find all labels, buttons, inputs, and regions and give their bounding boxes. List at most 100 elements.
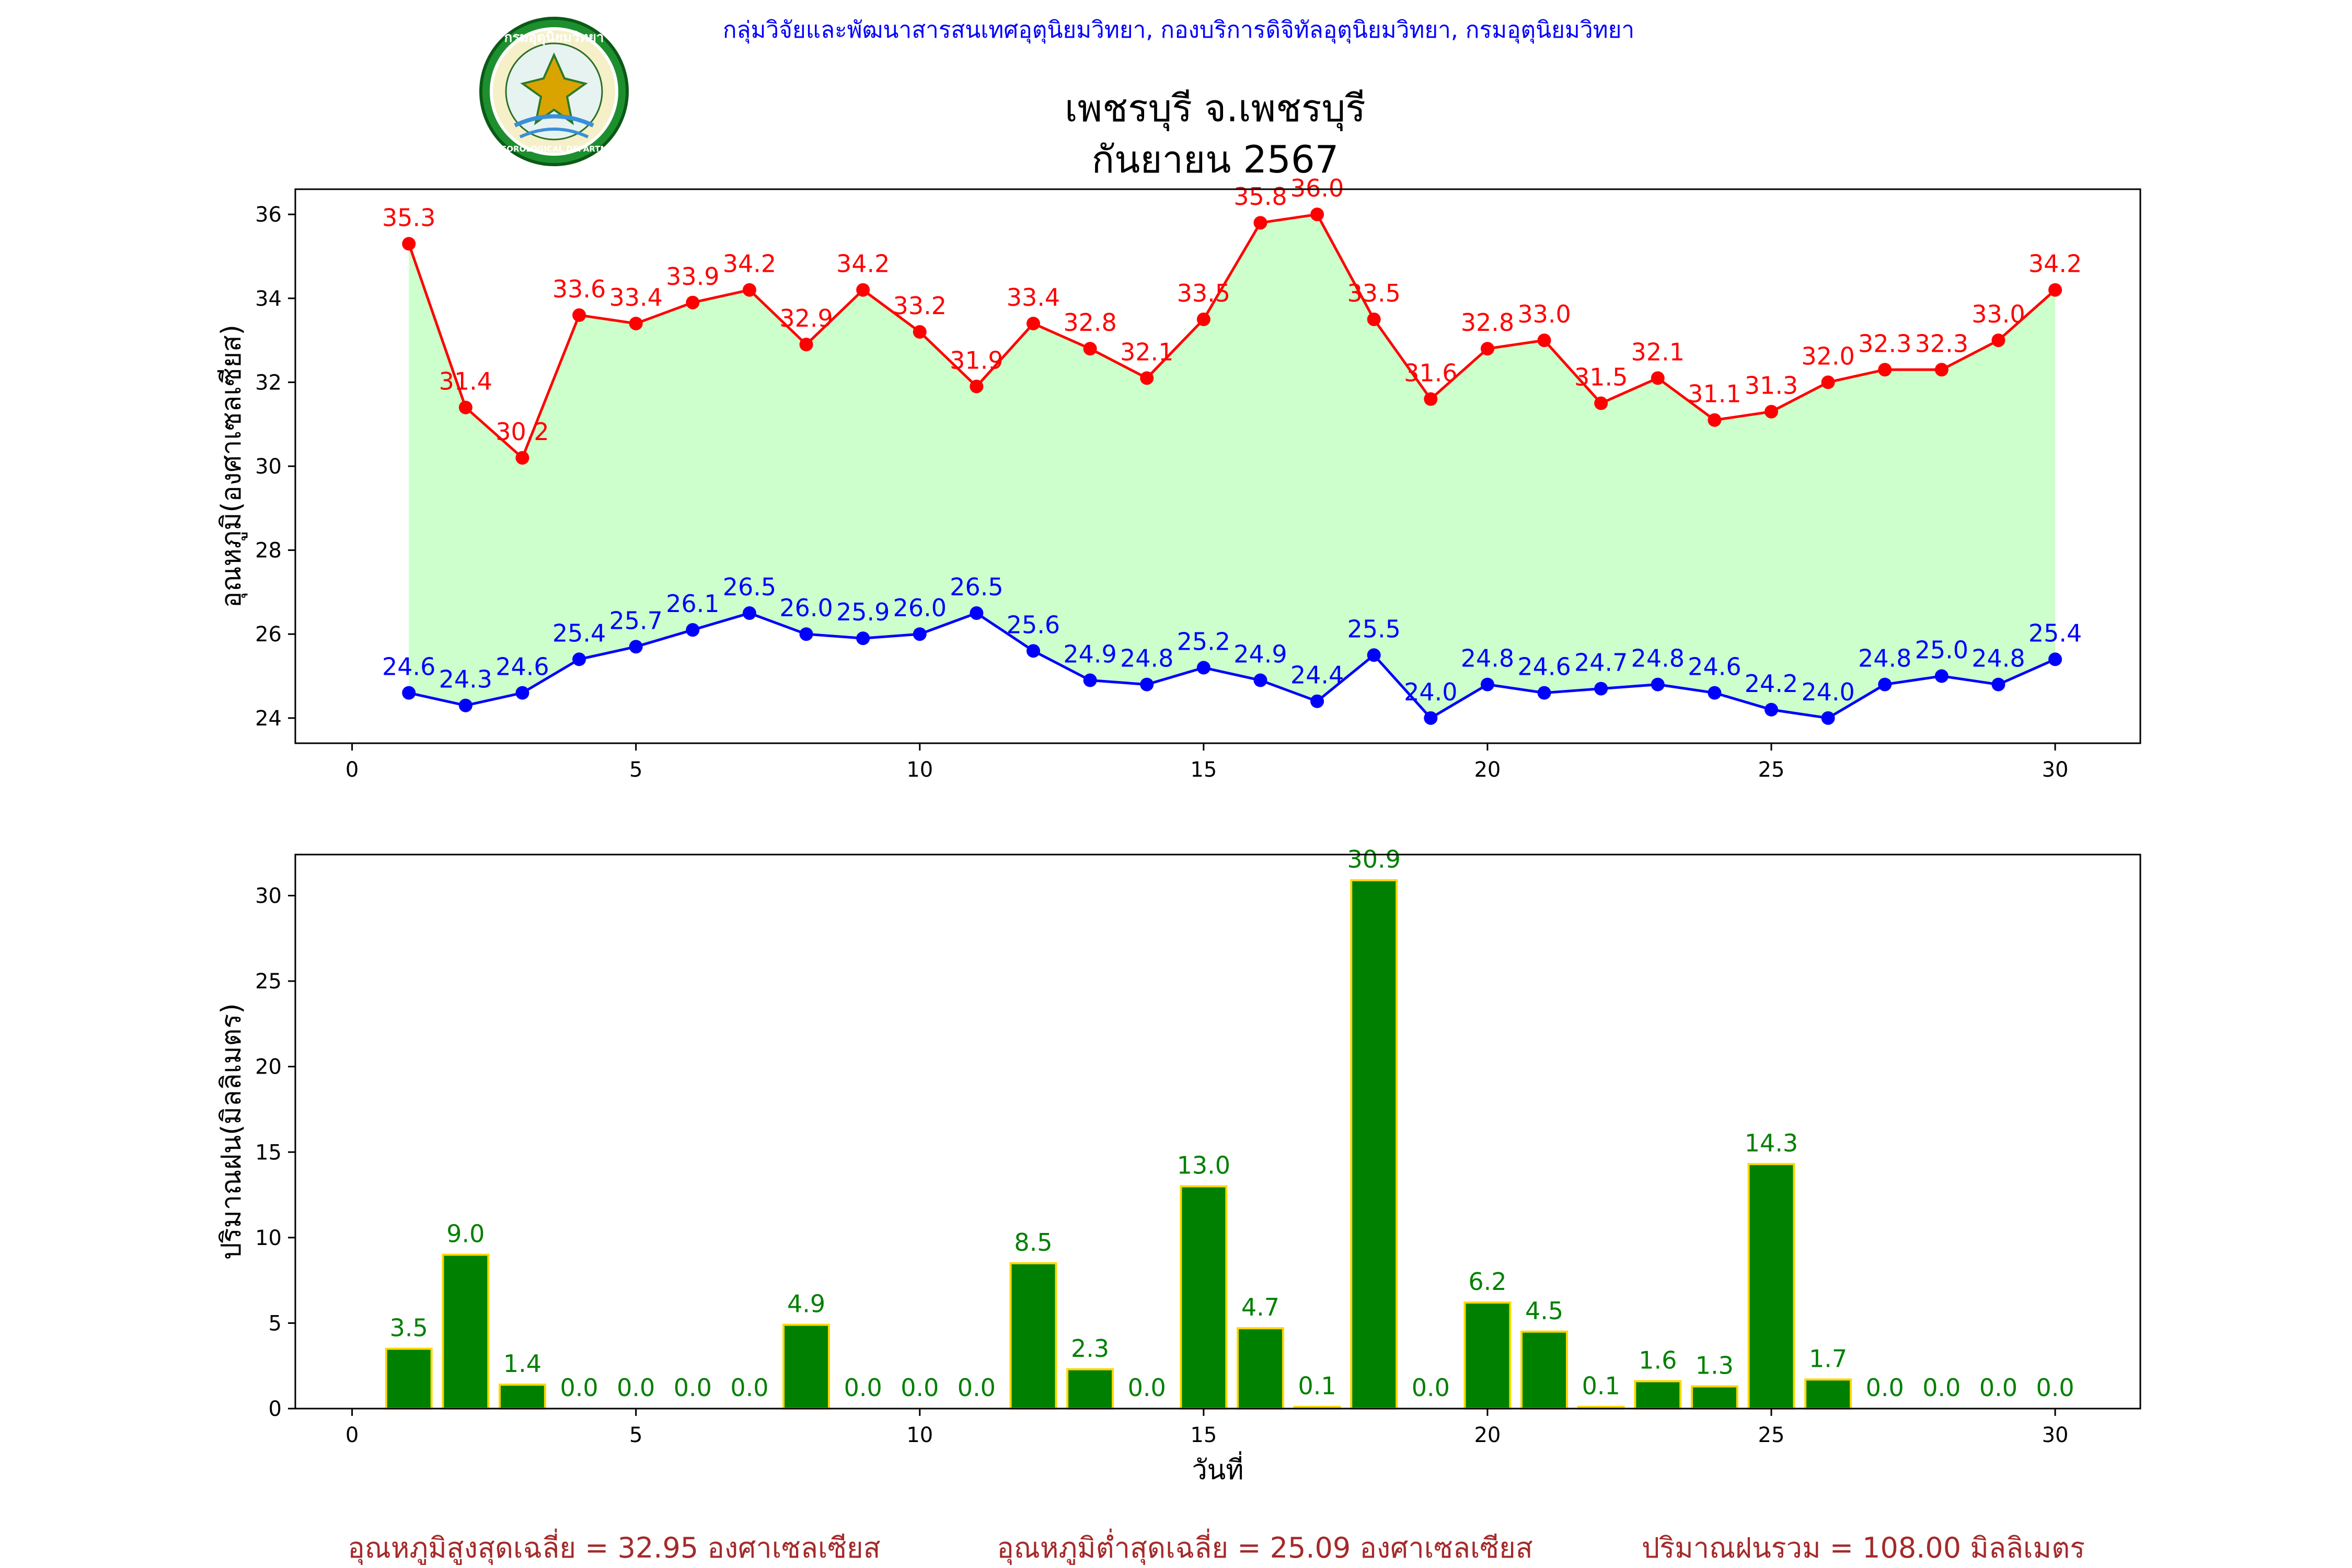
min-temp-data-label: 24.6 [1688, 653, 1741, 681]
rainfall-plot-frame [294, 854, 2141, 1410]
min-temp-point [572, 652, 586, 666]
rainfall-data-label: 0.0 [617, 1374, 655, 1402]
min-temp-point [856, 631, 870, 645]
max-temp-point [1140, 371, 1154, 385]
agency-name: กลุ่มวิจัยและพัฒนาสารสนเทศอุตุนิยมวิทยา,… [723, 17, 1634, 44]
min-temp-data-label: 24.0 [1801, 678, 1854, 706]
max-temp-data-label: 32.1 [1120, 338, 1173, 366]
max-temp-data-label: 33.4 [609, 283, 662, 312]
temperature-y-tick-label: 32 [255, 371, 282, 395]
max-temp-data-label: 34.2 [836, 250, 890, 278]
max-temp-data-label: 31.6 [1404, 359, 1457, 387]
min-temp-point [1027, 644, 1040, 658]
temperature-y-axis-label: อุณหภูมิ(องศาเซลเซียส) [216, 325, 248, 608]
rainfall-bar [1520, 1330, 1568, 1410]
rainfall-data-label: 0.0 [1866, 1374, 1904, 1402]
rainfall-data-label: 1.7 [1809, 1344, 1847, 1373]
min-temp-data-label: 24.8 [1971, 644, 2025, 673]
temperature-x-tick-label: 30 [2042, 758, 2069, 782]
max-temp-point [1934, 363, 1949, 377]
temperature-y-tick-label: 24 [255, 707, 282, 731]
max-temp-line [407, 213, 2056, 460]
rainfall-y-tick-label: 25 [255, 970, 282, 994]
min-temp-point [2048, 652, 2062, 666]
min-temp-point [1708, 686, 1722, 700]
max-temp-point [913, 325, 927, 339]
min-temp-data-label: 24.7 [1574, 649, 1628, 677]
min-temp-point [1310, 694, 1324, 708]
rainfall-x-tick-label: 0 [345, 1423, 359, 1447]
min-temp-data-label: 24.8 [1631, 644, 1685, 673]
min-temp-data-label: 26.0 [893, 594, 947, 622]
min-temp-data-label: 25.2 [1177, 627, 1230, 655]
rainfall-x-tick-label: 30 [2042, 1423, 2069, 1447]
rainfall-bar [385, 1347, 433, 1410]
min-temp-point [1083, 673, 1097, 687]
max-temp-point [1196, 312, 1210, 326]
max-temp-data-label: 31.1 [1688, 380, 1741, 408]
rainfall-data-label: 8.5 [1014, 1228, 1052, 1256]
min-temp-data-label: 25.5 [1347, 615, 1400, 643]
max-temp-point [2048, 283, 2062, 297]
temperature-x-tick-label: 20 [1474, 758, 1501, 782]
min-temp-data-label: 24.4 [1290, 661, 1344, 689]
max-temp-data-label: 32.9 [779, 304, 833, 332]
max-temp-data-label: 31.5 [1574, 363, 1628, 391]
temperature-y-tick-label: 36 [255, 203, 282, 227]
temperature-range-fill [409, 214, 2056, 718]
footer-rain-total: ปริมาณฝนรวม = 108.00 มิลลิเมตร [1642, 1531, 2085, 1564]
rainfall-y-tick-label: 20 [255, 1055, 282, 1079]
min-temp-data-label: 24.6 [495, 653, 549, 681]
min-temp-point [1424, 711, 1438, 725]
rainfall-bar [1463, 1301, 1512, 1410]
rainfall-data-label: 14.3 [1745, 1129, 1798, 1157]
max-temp-data-label: 35.8 [1233, 182, 1287, 211]
min-temp-data-label: 26.1 [666, 590, 719, 618]
rainfall-data-label: 13.0 [1177, 1151, 1230, 1180]
max-temp-data-label: 33.0 [1517, 300, 1571, 328]
max-temp-point [856, 283, 870, 297]
min-temp-data-label: 25.4 [552, 619, 606, 647]
rainfall-bar [1237, 1327, 1284, 1410]
rainfall-data-label: 1.4 [503, 1350, 541, 1378]
max-temp-point [1708, 413, 1722, 427]
logo-bottom-text: METEOROLOGICAL DEPARTMENT [483, 144, 626, 154]
max-temp-data-label: 31.3 [1745, 372, 1798, 400]
rainfall-x-axis-label: วันที่ [1192, 1451, 1243, 1486]
min-temp-point [1991, 677, 2005, 691]
max-temp-point [1367, 312, 1381, 326]
max-temp-data-label: 30.2 [495, 418, 549, 446]
max-temp-point [970, 379, 984, 394]
rainfall-data-label: 1.3 [1696, 1351, 1734, 1379]
min-temp-point [1651, 677, 1665, 691]
logo-top-text: กรมอุตุนิยมวิทยา [504, 30, 604, 46]
min-temp-data-label: 24.8 [1858, 644, 1911, 673]
min-temp-point [742, 606, 756, 620]
max-temp-point [1253, 216, 1267, 230]
temperature-y-tick-label: 26 [255, 622, 282, 647]
rainfall-data-label: 0.0 [1922, 1374, 1961, 1402]
rainfall-bar [1180, 1185, 1228, 1410]
rainfall-bar [1009, 1262, 1057, 1410]
rainfall-x-tick-label: 10 [906, 1423, 933, 1447]
rainfall-data-label: 4.9 [787, 1290, 825, 1318]
min-temp-point [1765, 702, 1778, 717]
max-temp-point [1765, 405, 1778, 419]
rainfall-bar [1804, 1378, 1852, 1410]
max-temp-data-label: 32.8 [1063, 308, 1116, 337]
min-temp-data-label: 24.9 [1233, 640, 1287, 668]
max-temp-data-label: 33.6 [552, 275, 606, 303]
max-temp-point [572, 308, 586, 322]
rainfall-y-tick-label: 5 [269, 1311, 282, 1335]
temperature-y-tick-label: 34 [255, 287, 282, 311]
max-temp-point [629, 316, 643, 330]
rainfall-x-tick-label: 5 [629, 1423, 642, 1447]
chart-title-line1: เพชรบุรี จ.เพชรบุรี [1065, 86, 1366, 131]
rainfall-data-label: 4.7 [1241, 1293, 1279, 1321]
rainfall-data-label: 0.0 [1412, 1374, 1450, 1402]
min-temp-data-label: 24.3 [439, 665, 492, 694]
rainfall-data-label: 0.0 [560, 1374, 598, 1402]
min-temp-point [1253, 673, 1267, 687]
temperature-x-tick-label: 15 [1190, 758, 1217, 782]
min-temp-data-label: 24.6 [1517, 653, 1571, 681]
